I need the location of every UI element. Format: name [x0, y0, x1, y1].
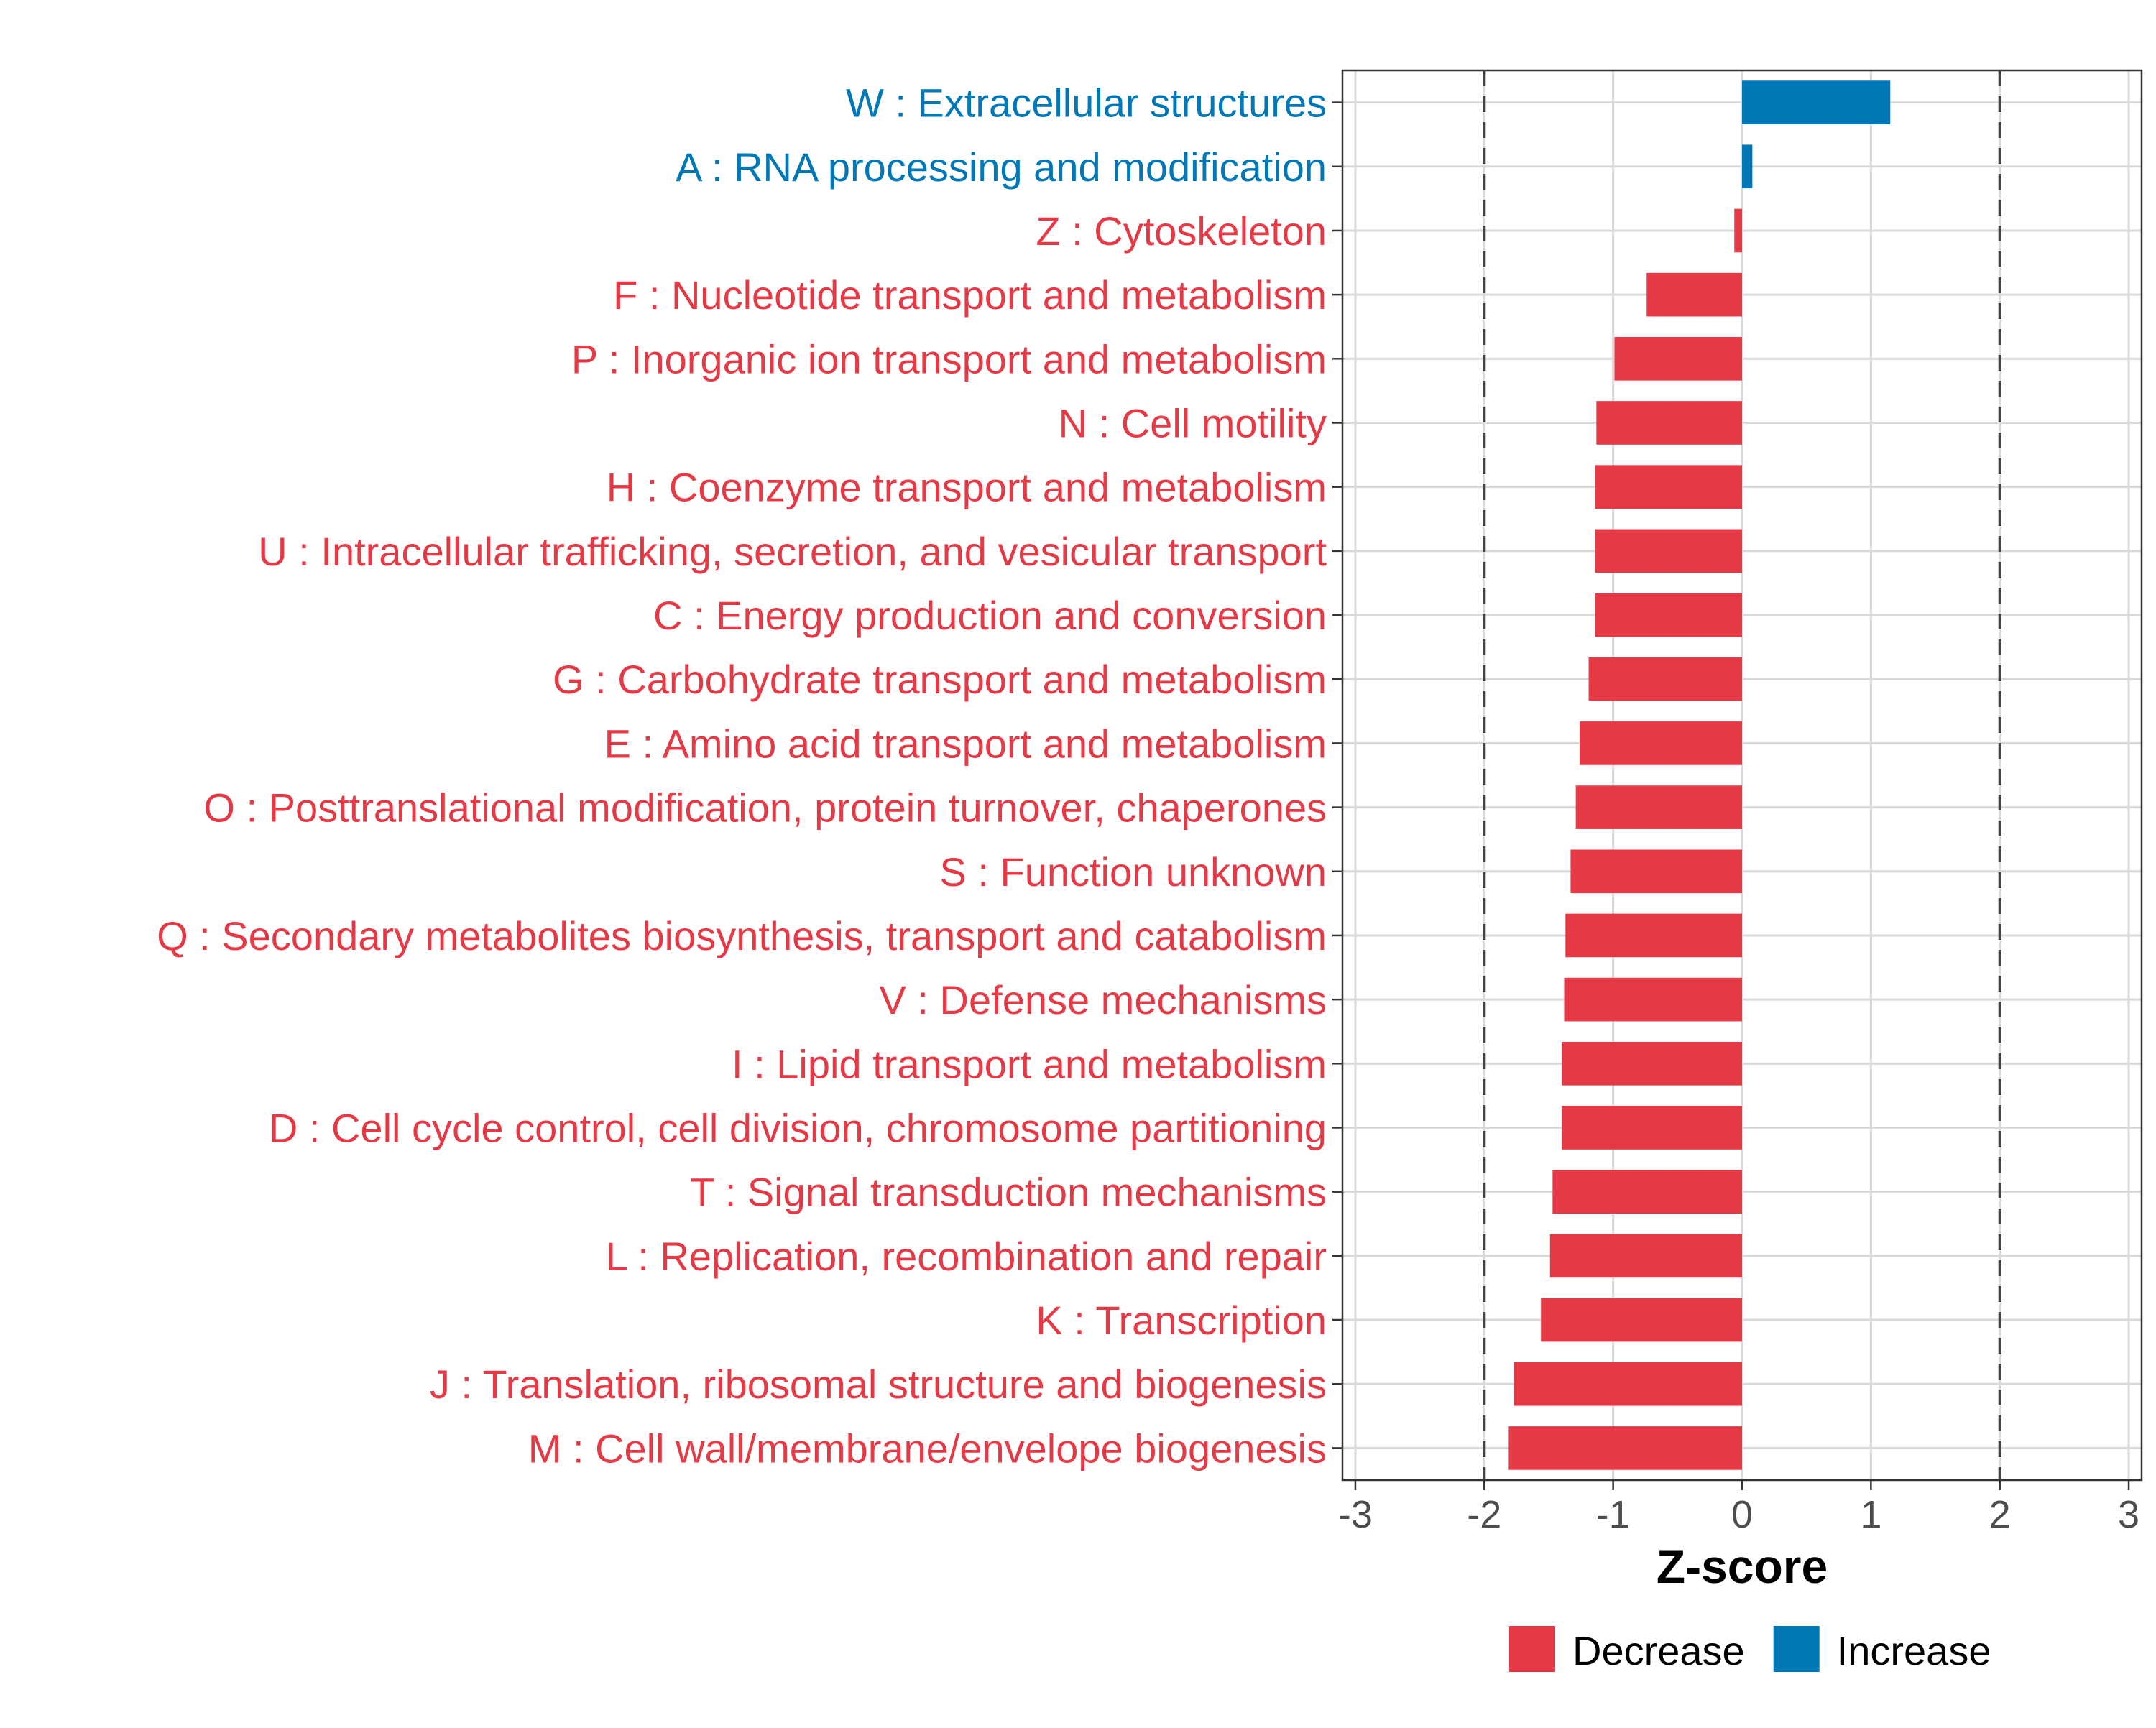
- category-label: E : Amino acid transport and metabolism: [604, 721, 1327, 766]
- category-label: K : Transcription: [1036, 1298, 1327, 1343]
- category-label: J : Translation, ribosomal structure and…: [430, 1362, 1327, 1407]
- category-label: L : Replication, recombination and repai…: [606, 1234, 1327, 1279]
- bar: [1565, 913, 1742, 958]
- bar: [1508, 1426, 1742, 1470]
- category-label: M : Cell wall/membrane/envelope biogenes…: [528, 1426, 1327, 1471]
- x-tick-label: 0: [1731, 1493, 1753, 1536]
- category-label: P : Inorganic ion transport and metaboli…: [571, 336, 1327, 382]
- bar: [1561, 1041, 1742, 1086]
- bar: [1575, 785, 1742, 829]
- category-label: A : RNA processing and modification: [676, 144, 1327, 190]
- category-label: W : Extracellular structures: [846, 80, 1327, 126]
- category-label: Z : Cytoskeleton: [1036, 208, 1327, 254]
- bar: [1595, 529, 1742, 573]
- bar: [1588, 657, 1742, 701]
- bar: [1541, 1298, 1742, 1342]
- bar: [1742, 144, 1753, 189]
- bar: [1580, 721, 1742, 765]
- legend-label: Increase: [1837, 1628, 1991, 1673]
- category-label: C : Energy production and conversion: [653, 593, 1327, 638]
- category-label: H : Coenzyme transport and metabolism: [607, 465, 1327, 510]
- bar: [1614, 336, 1742, 381]
- bar: [1549, 1234, 1742, 1278]
- x-tick-label: 1: [1860, 1493, 1881, 1536]
- bar: [1570, 849, 1742, 894]
- category-label: Q : Secondary metabolites biosynthesis, …: [157, 913, 1327, 958]
- x-tick-label: 3: [2118, 1493, 2139, 1536]
- bar: [1514, 1362, 1742, 1406]
- category-label: S : Function unknown: [939, 849, 1327, 895]
- category-label: G : Carbohydrate transport and metabolis…: [553, 657, 1327, 702]
- legend-key: [1773, 1626, 1820, 1672]
- category-label: F : Nucleotide transport and metabolism: [613, 272, 1327, 318]
- x-tick-label: -2: [1467, 1493, 1501, 1536]
- bar: [1596, 401, 1742, 445]
- bar: [1742, 80, 1891, 124]
- category-label: N : Cell motility: [1059, 401, 1327, 446]
- bar: [1646, 272, 1742, 317]
- x-tick-label: -3: [1338, 1493, 1373, 1536]
- bar: [1734, 208, 1742, 253]
- category-label: T : Signal transduction mechanisms: [690, 1170, 1327, 1215]
- x-tick-label: 2: [1989, 1493, 2011, 1536]
- category-label: U : Intracellular trafficking, secretion…: [258, 529, 1327, 574]
- category-label: D : Cell cycle control, cell division, c…: [269, 1106, 1327, 1151]
- x-axis-title: Z-score: [1657, 1540, 1828, 1593]
- bar: [1595, 465, 1742, 509]
- bar: [1561, 1106, 1742, 1150]
- legend-label: Decrease: [1572, 1628, 1745, 1673]
- bar: [1595, 593, 1742, 637]
- category-label: V : Defense mechanisms: [880, 977, 1327, 1022]
- bar: [1552, 1170, 1742, 1214]
- legend-key: [1509, 1626, 1555, 1672]
- category-label: I : Lipid transport and metabolism: [732, 1041, 1327, 1086]
- category-label: O : Posttranslational modification, prot…: [203, 785, 1327, 831]
- x-tick-label: -1: [1596, 1493, 1631, 1536]
- bar: [1564, 977, 1742, 1022]
